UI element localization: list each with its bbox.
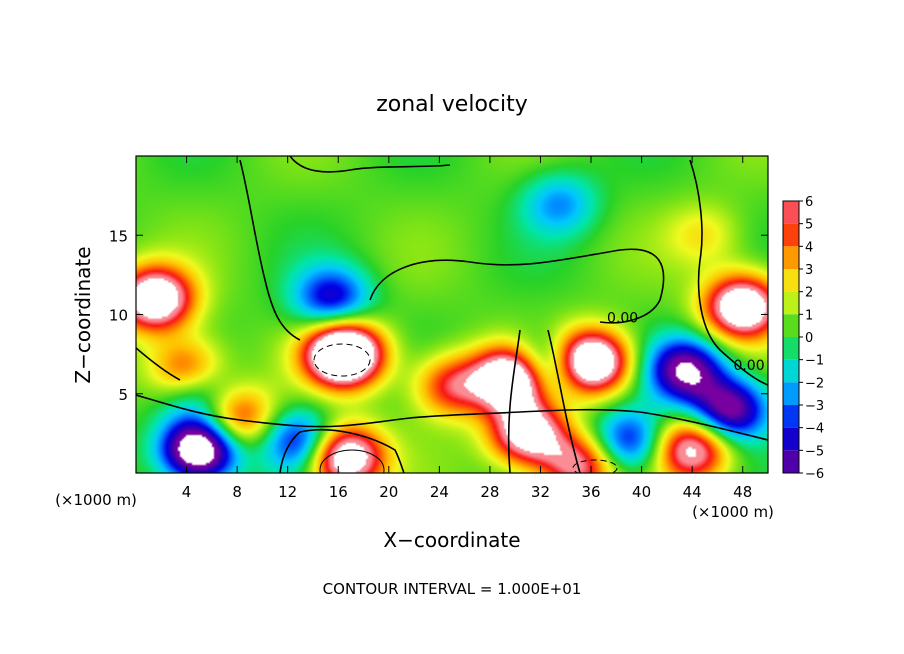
colorbar-band <box>783 450 799 473</box>
y-tick-label: 5 <box>118 386 128 404</box>
positive-contour-lines <box>319 449 385 473</box>
colorbar-tick-label: 5 <box>805 218 813 233</box>
negative-contour-lines <box>313 343 618 473</box>
x-tick-label: 36 <box>581 483 600 501</box>
colorbar-tick-label: 2 <box>805 286 813 301</box>
colorbar-band <box>783 382 799 405</box>
chart-title: zonal velocity <box>376 92 528 117</box>
colorbar-band <box>783 405 799 428</box>
colorbar-band <box>783 359 799 383</box>
x-tick-label: 12 <box>278 483 297 501</box>
x-tick-label: 32 <box>531 483 550 501</box>
contour-value-label: 0.00 <box>733 358 764 374</box>
colorbar-band <box>783 223 799 247</box>
colorbar-tick-label: −5 <box>805 444 824 459</box>
zero-contour-lines <box>136 156 768 473</box>
velocity-field-heatmap <box>136 156 768 473</box>
x-tick-label: 24 <box>430 483 449 501</box>
x-tick-label: 16 <box>329 483 348 501</box>
colorbar-band <box>783 337 799 360</box>
y-tick-label: 10 <box>109 307 128 325</box>
colorbar-tick-label: 1 <box>805 308 813 323</box>
contour-value-labels: 0.00 0.00 <box>607 310 765 374</box>
x-axis-ticks: 4 8 12 16 20 24 28 32 36 40 44 48 <box>182 156 752 501</box>
colorbar-tick-label: 0 <box>805 331 813 346</box>
colorbar-tick-label: 3 <box>805 263 813 278</box>
colorbar-band <box>783 201 799 224</box>
x-axis-label: X−coordinate <box>383 528 520 552</box>
colorbar-tick-label: −4 <box>805 422 824 437</box>
x-tick-label: 40 <box>632 483 651 501</box>
colorbar-band <box>783 314 799 337</box>
y-axis-ticks: 5 10 15 <box>109 227 768 404</box>
contour-interval-footer: CONTOUR INTERVAL = 1.000E+01 <box>323 580 582 598</box>
x-tick-label: 20 <box>379 483 398 501</box>
x-tick-label: 28 <box>480 483 499 501</box>
x-unit-label-left: (×1000 m) <box>55 491 137 509</box>
colorbar-band <box>783 291 799 315</box>
contour-value-label: 0.00 <box>607 310 638 326</box>
colorbar-tick-label: −3 <box>805 399 824 414</box>
colorbar-tick-label: 6 <box>805 195 813 210</box>
colorbar-tick-label: −6 <box>805 467 824 482</box>
colorbar-band <box>783 246 799 269</box>
colorbar-band <box>783 427 799 451</box>
colorbar: 6 5 4 3 2 1 0 −1 −2 −3 −4 −5 −6 <box>782 195 824 482</box>
x-tick-label: 48 <box>733 483 752 501</box>
x-tick-label: 8 <box>232 483 242 501</box>
colorbar-band <box>783 269 799 292</box>
x-tick-label: 4 <box>182 483 192 501</box>
x-tick-label: 44 <box>683 483 702 501</box>
y-axis-label: Z−coordinate <box>71 246 95 383</box>
y-tick-label: 15 <box>109 227 128 245</box>
x-unit-label-right: (×1000 m) <box>692 503 774 521</box>
colorbar-tick-label: −1 <box>805 354 824 369</box>
colorbar-tick-label: −2 <box>805 376 824 391</box>
colorbar-tick-label: 4 <box>805 240 813 255</box>
